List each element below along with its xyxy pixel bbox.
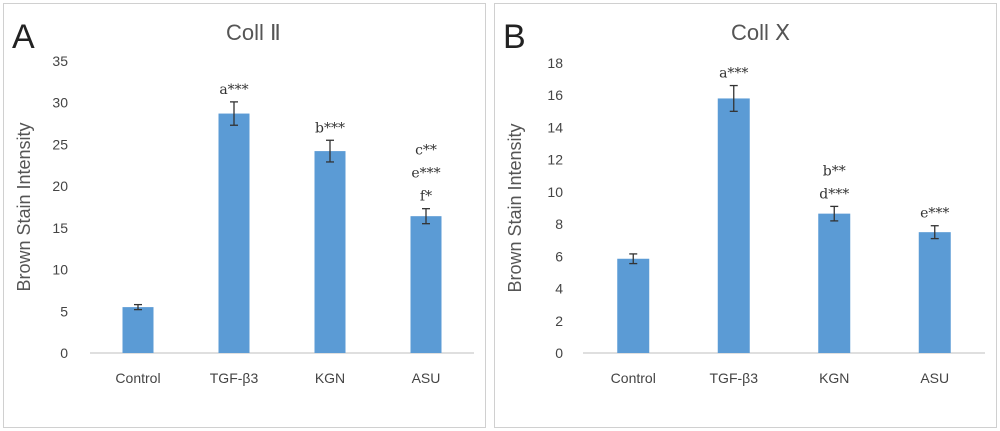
y-tick-label: 25 xyxy=(52,136,68,152)
category-label: KGN xyxy=(315,370,345,386)
significance-label: a*** xyxy=(719,66,748,82)
bar xyxy=(410,216,442,353)
category-label: ASU xyxy=(412,370,441,386)
y-tick-label: 8 xyxy=(555,216,563,232)
significance-label: a*** xyxy=(219,82,248,98)
y-tick-label: 18 xyxy=(547,55,563,71)
y-tick-label: 6 xyxy=(555,248,563,264)
bar xyxy=(918,232,951,353)
y-tick-label: 16 xyxy=(547,87,563,103)
category-label: TGF-β3 xyxy=(710,370,759,386)
bar xyxy=(818,213,851,353)
bar xyxy=(122,307,154,353)
panel-b: B Coll Ⅹ 0 2 4 6 8 10 12 14 16 18 Brown Stain Inte… xyxy=(494,3,997,428)
significance-label: c** xyxy=(415,143,437,159)
significance-label: b*** xyxy=(315,120,345,136)
category-label: ASU xyxy=(920,370,949,386)
panel-a: A Coll Ⅱ 0 5 10 15 20 25 30 35 Brown Stain Inten… xyxy=(3,3,486,428)
y-tick-label: 10 xyxy=(52,262,68,278)
category-label: Control xyxy=(611,370,656,386)
chart-title: Coll Ⅹ xyxy=(731,20,791,45)
y-tick-label: 2 xyxy=(555,313,563,329)
bar xyxy=(314,151,346,353)
category-label: Control xyxy=(115,370,160,386)
y-tick-label: 30 xyxy=(52,95,68,111)
category-label: TGF-β3 xyxy=(210,370,259,386)
chart-a: 0 5 10 15 20 25 30 35 Brown Stain Intensity Contr… xyxy=(14,53,474,386)
y-tick-label: 35 xyxy=(52,53,68,69)
panel-letter: B xyxy=(503,18,526,56)
significance-label: b** xyxy=(823,163,846,179)
y-axis-label: Brown Stain Intensity xyxy=(505,123,525,292)
bar xyxy=(717,98,750,353)
y-axis-label: Brown Stain Intensity xyxy=(14,122,34,291)
y-tick-label: 5 xyxy=(60,303,68,319)
bar xyxy=(617,258,650,353)
panel-letter: A xyxy=(12,18,35,56)
y-tick-label: 15 xyxy=(52,220,68,236)
y-tick-label: 0 xyxy=(60,345,68,361)
significance-label: e*** xyxy=(411,166,440,182)
significance-label: f* xyxy=(420,189,432,205)
y-tick-label: 0 xyxy=(555,345,563,361)
y-tick-label: 20 xyxy=(52,178,68,194)
category-label: KGN xyxy=(819,370,849,386)
significance-label: d*** xyxy=(819,186,849,202)
y-tick-label: 12 xyxy=(547,152,563,168)
chart-title: Coll Ⅱ xyxy=(226,20,281,45)
chart-b: 0 2 4 6 8 10 12 14 16 18 Brown Stain Intensity Cont… xyxy=(505,55,985,386)
significance-label: e*** xyxy=(920,206,949,222)
y-tick-label: 4 xyxy=(555,281,563,297)
bar xyxy=(218,113,250,353)
y-tick-label: 14 xyxy=(547,119,563,135)
y-tick-label: 10 xyxy=(547,184,563,200)
